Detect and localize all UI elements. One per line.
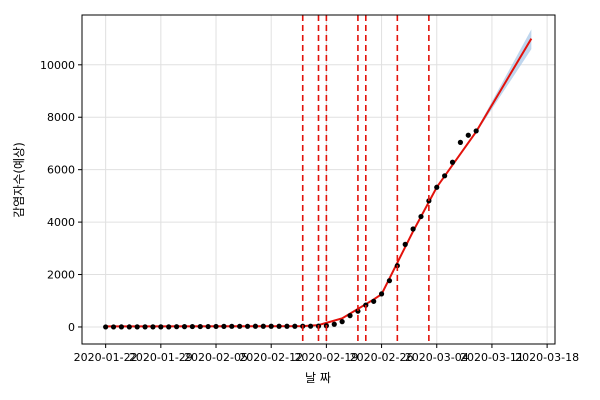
- y-tick-label: 6000: [47, 164, 75, 177]
- observed-data-point: [134, 324, 140, 330]
- y-tick-label: 4000: [47, 216, 75, 229]
- x-tick-label: 2020-01-29: [129, 351, 193, 364]
- observed-data-point: [442, 173, 448, 179]
- observed-data-point: [260, 323, 266, 329]
- observed-data-point: [103, 324, 109, 330]
- observed-data-point: [189, 323, 195, 330]
- y-tick-label: 0: [68, 321, 75, 334]
- observed-data-point: [229, 323, 235, 329]
- observed-data-point: [244, 323, 251, 329]
- observed-data-point: [237, 323, 243, 329]
- observed-data-point: [276, 323, 282, 329]
- observed-data-point: [347, 313, 353, 319]
- observed-data-point: [410, 226, 416, 232]
- changepoint-layer: [301, 15, 430, 344]
- x-tick-label: 2020-03-18: [515, 351, 579, 364]
- observed-data-point: [386, 278, 393, 284]
- x-tick-label: 2020-03-11: [460, 351, 524, 364]
- observed-data-point: [126, 324, 132, 330]
- x-tick-label: 2020-01-22: [74, 351, 138, 364]
- y-tick-label: 10000: [40, 59, 75, 72]
- observed-data-point: [150, 324, 156, 330]
- x-tick-label: 2020-02-26: [350, 351, 414, 364]
- observed-data-point: [166, 324, 172, 330]
- observed-data-point: [449, 159, 456, 165]
- x-axis-title: 날 짜: [305, 371, 331, 385]
- observed-data-point: [110, 324, 117, 330]
- observed-data-point: [118, 324, 125, 330]
- y-tick-label: 2000: [47, 269, 75, 282]
- observed-data-point: [268, 323, 274, 329]
- observed-data-point: [252, 323, 259, 329]
- observed-data-point: [355, 308, 361, 314]
- observed-data-point: [371, 298, 377, 304]
- observed-data-point: [418, 213, 424, 220]
- ticks-layer: 2020-01-222020-01-292020-02-052020-02-12…: [40, 59, 579, 364]
- observed-data-point: [339, 319, 345, 325]
- observed-data-point: [213, 323, 219, 330]
- observed-data-point: [473, 128, 479, 134]
- observed-points-layer: [103, 128, 479, 330]
- observed-data-point: [331, 321, 337, 327]
- observed-data-point: [174, 324, 180, 330]
- observed-data-point: [181, 324, 188, 330]
- observed-data-point: [284, 323, 290, 329]
- plot-frame: [81, 14, 556, 345]
- x-tick-label: 2020-02-19: [294, 351, 358, 364]
- observed-data-point: [205, 323, 211, 330]
- observed-data-point: [402, 241, 408, 247]
- observed-data-point: [197, 323, 203, 330]
- observed-data-point: [142, 324, 148, 330]
- observed-data-point: [457, 139, 463, 145]
- observed-data-point: [221, 323, 227, 329]
- observed-data-point: [158, 324, 164, 330]
- x-tick-label: 2020-02-12: [239, 351, 303, 364]
- observed-data-point: [465, 132, 471, 138]
- x-tick-label: 2020-03-04: [405, 351, 469, 364]
- observed-data-point: [378, 291, 385, 297]
- y-tick-label: 8000: [47, 111, 75, 124]
- x-tick-label: 2020-02-05: [184, 351, 248, 364]
- observed-data-point: [434, 184, 440, 190]
- y-axis-title: 감염자수(예상): [12, 142, 26, 218]
- observed-data-point: [292, 323, 298, 329]
- observed-data-point: [308, 323, 314, 329]
